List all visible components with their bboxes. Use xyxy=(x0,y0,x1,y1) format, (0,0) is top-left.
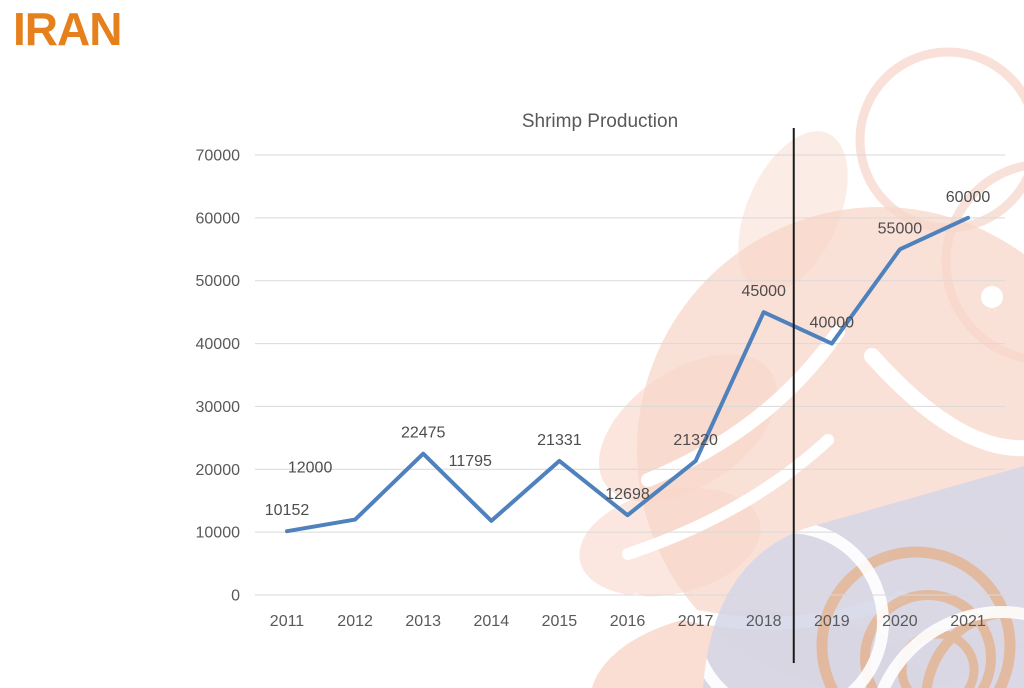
y-tick-label: 60000 xyxy=(196,210,241,227)
data-label: 11795 xyxy=(449,453,492,470)
y-axis-labels: 0 10000 20000 30000 40000 50000 60000 70000 xyxy=(196,148,241,605)
data-label: 21320 xyxy=(673,432,718,449)
data-label: 45000 xyxy=(741,283,786,300)
chart-title: Shrimp Production xyxy=(522,111,678,132)
x-tick-label: 2020 xyxy=(882,613,918,630)
y-tick-label: 20000 xyxy=(196,462,241,479)
x-tick-label: 2019 xyxy=(814,613,850,630)
data-label: 40000 xyxy=(810,315,855,332)
data-label: 21331 xyxy=(537,432,582,449)
y-tick-label: 70000 xyxy=(196,148,241,165)
x-tick-label: 2011 xyxy=(270,613,305,630)
x-tick-label: 2021 xyxy=(950,613,986,630)
x-tick-label: 2016 xyxy=(610,613,646,630)
x-tick-label: 2013 xyxy=(405,613,441,630)
logo-fish-eye-icon xyxy=(981,286,1003,308)
y-tick-label: 30000 xyxy=(196,399,241,416)
data-label: 12698 xyxy=(605,486,650,503)
data-label: 12000 xyxy=(288,460,333,477)
series-layer xyxy=(285,215,970,534)
x-axis-labels: 2011 2012 2013 2014 2015 2016 2017 2018 2019 2020… xyxy=(270,613,986,630)
y-tick-label: 10000 xyxy=(196,525,241,542)
gridlines-layer xyxy=(255,154,1005,596)
x-tick-label: 2017 xyxy=(678,613,714,630)
series-line xyxy=(285,215,970,534)
page-title: IRAN xyxy=(13,3,122,55)
x-tick-label: 2018 xyxy=(746,613,782,630)
data-label: 60000 xyxy=(946,189,991,206)
y-tick-label: 50000 xyxy=(196,273,241,290)
data-label: 22475 xyxy=(401,425,446,442)
y-tick-label: 40000 xyxy=(196,336,241,353)
x-tick-label: 2014 xyxy=(474,613,510,630)
data-label: 10152 xyxy=(265,502,310,519)
x-tick-label: 2015 xyxy=(542,613,578,630)
x-tick-label: 2012 xyxy=(337,613,373,630)
y-tick-label: 0 xyxy=(231,588,240,605)
data-label: 55000 xyxy=(878,220,923,237)
